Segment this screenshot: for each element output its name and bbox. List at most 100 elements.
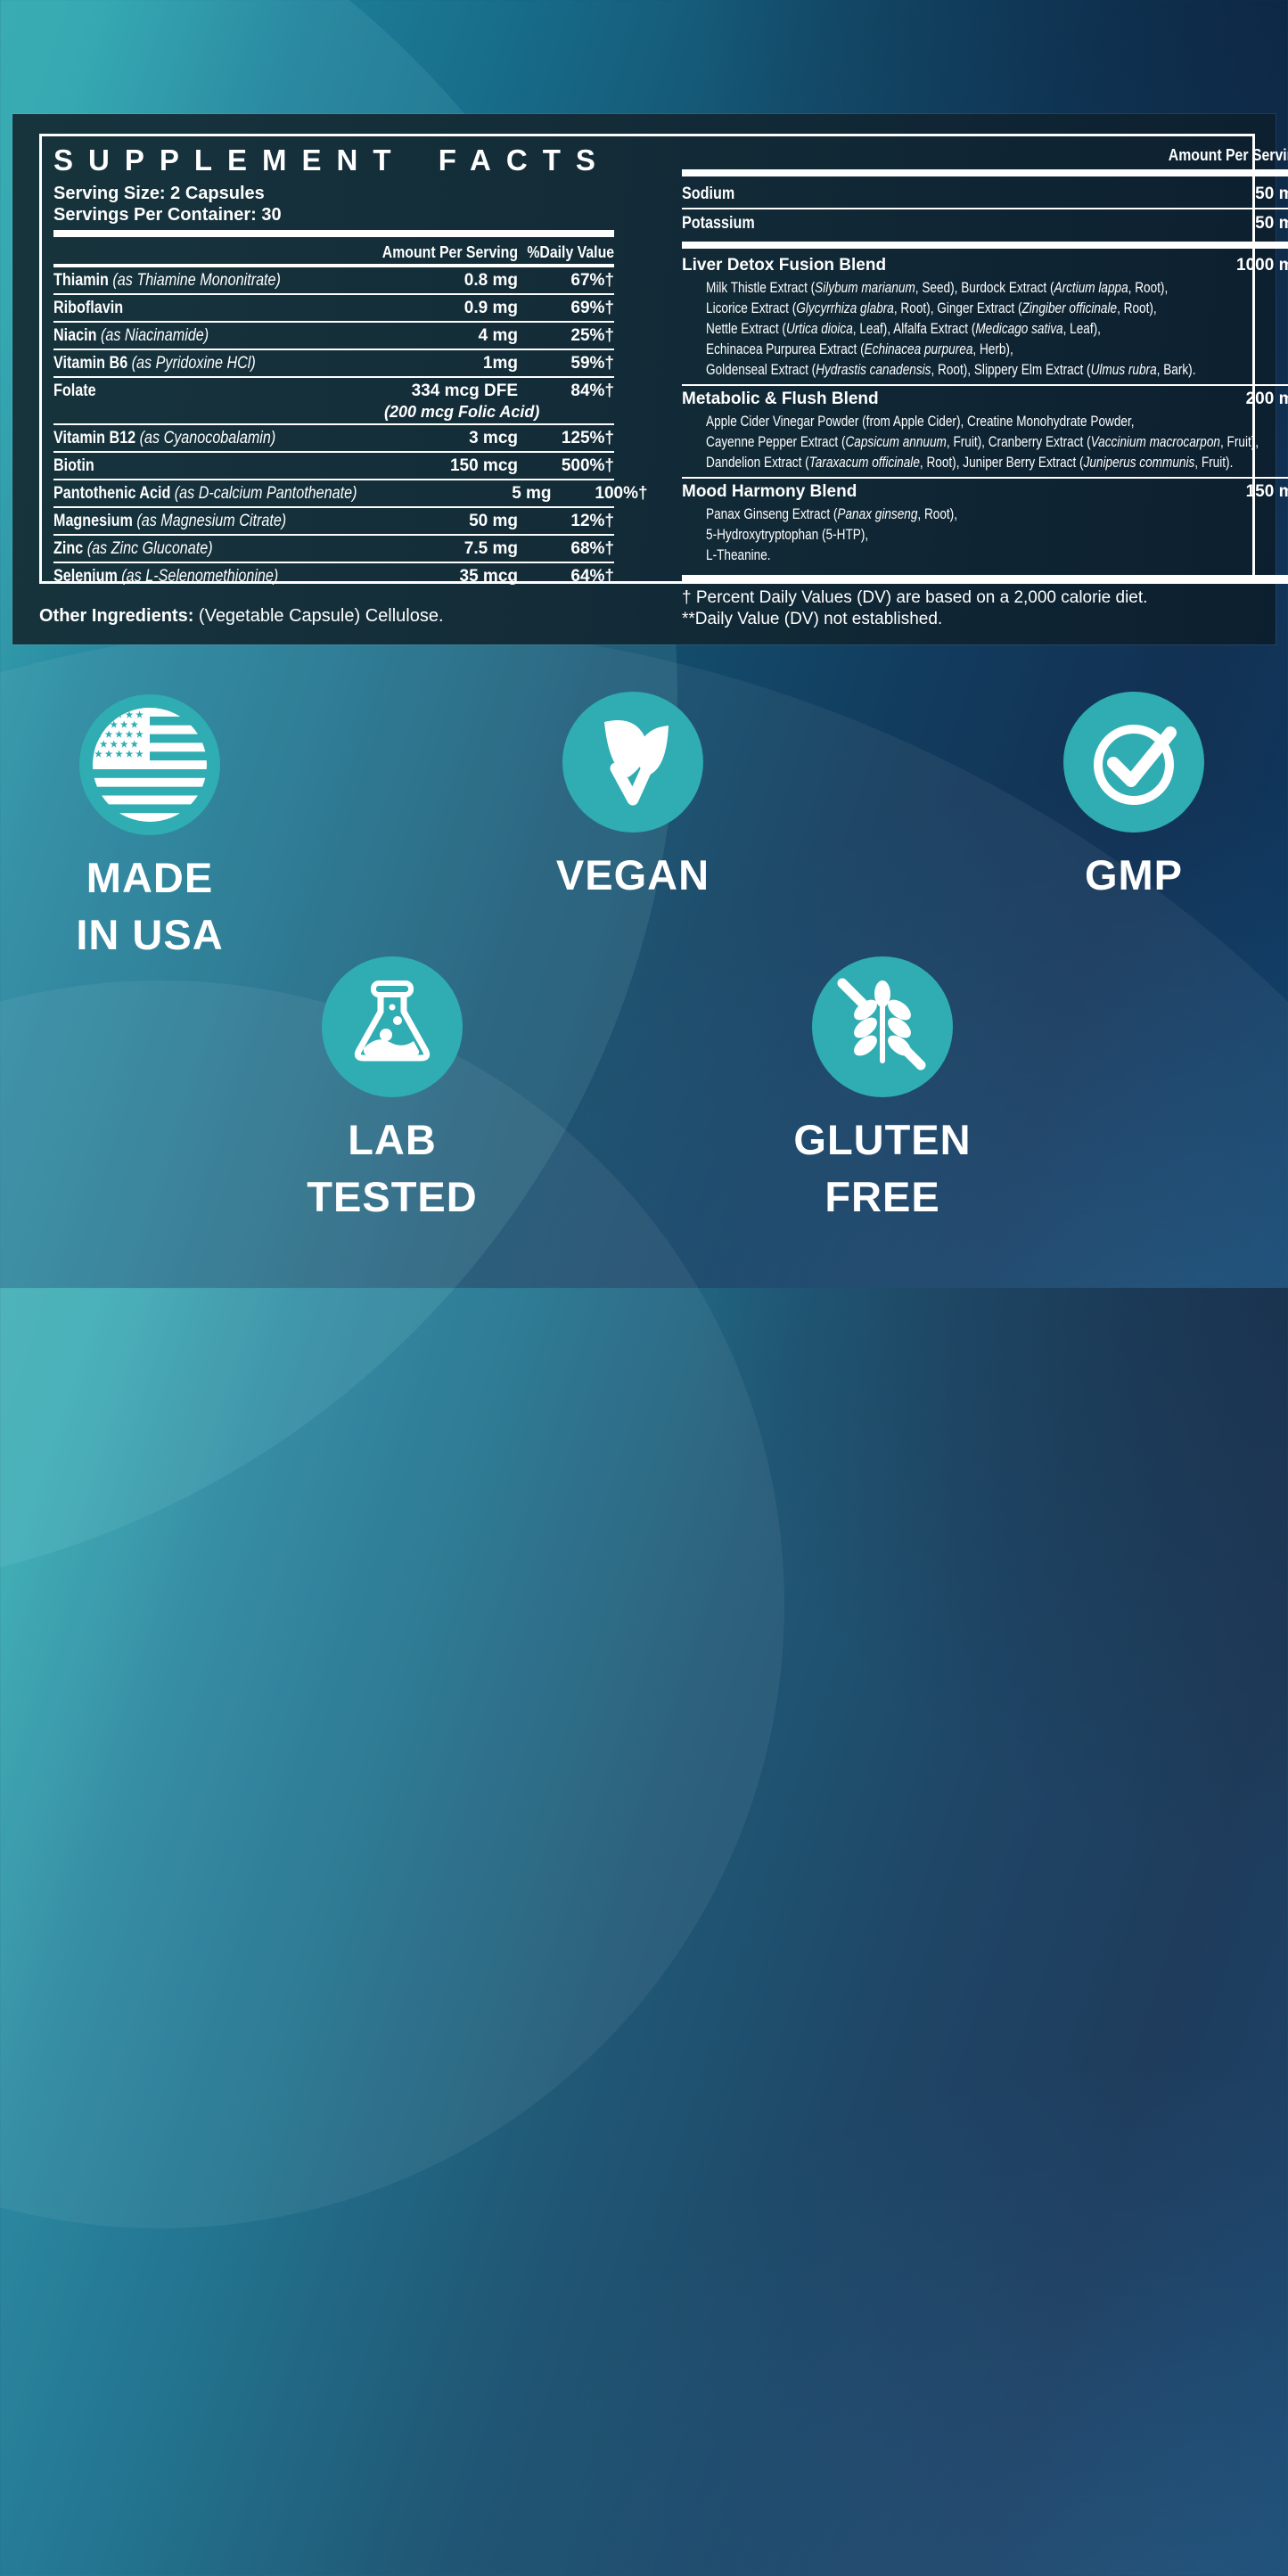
- blend-ingredients-line: Milk Thistle Extract (Silybum marianum, …: [706, 279, 1169, 296]
- blend-ingredients: Panax Ginseng Extract (Panax ginseng, Ro…: [682, 504, 1288, 565]
- amount-value: 4 mg: [478, 326, 518, 345]
- nutrient-source: (as Zinc Gluconate): [86, 539, 213, 558]
- mineral-name: Potassium: [682, 214, 755, 233]
- nutrient-name: Vitamin B6: [53, 354, 128, 373]
- nutrient-daily-value: 25%†: [570, 326, 614, 345]
- badge-made-in-usa: MADE IN USA: [0, 694, 310, 964]
- amount-value: 3 mcg: [469, 429, 518, 447]
- nutrient-amount: 0.8 mg: [384, 270, 518, 291]
- badge-lab-tested: LAB TESTED: [232, 956, 553, 1226]
- nutrient-source: (as Niacinamide): [100, 326, 209, 345]
- badge-label-line: MADE: [86, 854, 214, 901]
- divider-bar: [682, 242, 1288, 249]
- blend-ingredients-line: Dandelion Extract (Taraxacum officinale,…: [706, 454, 1234, 471]
- facts-box: SUPPLEMENT FACTS Serving Size: 2 Capsule…: [39, 134, 1288, 628]
- nutrient-name-cell: Vitamin B6 (as Pyridoxine HCl): [53, 353, 383, 374]
- other-ingredients-text: (Vegetable Capsule) Cellulose.: [193, 606, 444, 626]
- nutrient-daily-value: 100%†: [595, 484, 648, 503]
- nutrient-daily-value: 12%†: [570, 512, 614, 530]
- badge-label-line: TESTED: [307, 1173, 478, 1220]
- nutrient-name-cell: Thiamin (as Thiamine Mononitrate): [53, 270, 383, 291]
- nutrient-source: (as D-calcium Pantothenate): [174, 484, 357, 503]
- servings-per-container: Servings Per Container: 30: [53, 205, 282, 225]
- panel-title: SUPPLEMENT FACTS: [53, 144, 611, 176]
- nutrient-row: Zinc (as Zinc Gluconate) 7.5 mg 68%†: [53, 536, 614, 563]
- daily-value-header: %Daily Value: [527, 243, 614, 261]
- badge-vegan: VEGAN: [472, 692, 793, 904]
- mineral-amount: 50 mg: [1255, 185, 1288, 203]
- nutrient-amount: 1mg: [384, 353, 518, 374]
- nutrient-name: Selenium: [53, 567, 118, 586]
- nutrient-name-cell: Pantothenic Acid (as D-calcium Pantothen…: [53, 483, 418, 505]
- blend-name: Mood Harmony Blend: [682, 482, 857, 501]
- nutrient-name: Biotin: [53, 456, 94, 475]
- facts-right-column: Amount Per Serving %Daily Value Sodium 50…: [644, 136, 1288, 628]
- nutrient-name: Pantothenic Acid: [53, 484, 171, 503]
- badge-label-line: GMP: [1084, 851, 1184, 898]
- mineral-name: Sodium: [682, 185, 735, 203]
- nutrient-amount: 5 mg: [418, 483, 551, 505]
- amount-per-serving-header: Amount Per Serving: [381, 243, 518, 261]
- amount-value: 334 mcg DFE: [411, 381, 518, 400]
- nutrient-name-cell: Folate: [53, 381, 383, 402]
- nutrient-amount: 3 mcg: [384, 428, 518, 449]
- badge-label: VEGAN: [556, 847, 710, 904]
- serving-size: Serving Size: 2 Capsules: [53, 184, 265, 203]
- nutrient-daily-value: 500%†: [561, 456, 614, 475]
- nutrient-name-cell: Selenium (as L-Selenomethionine): [53, 566, 383, 587]
- badge-label: GLUTEN FREE: [793, 1112, 971, 1226]
- divider-bar: [53, 264, 614, 267]
- blend-ingredients: Milk Thistle Extract (Silybum marianum, …: [682, 277, 1288, 380]
- nutrient-rows: Thiamin (as Thiamine Mononitrate) 0.8 mg 6…: [53, 267, 648, 589]
- footnote-daily-values: † Percent Daily Values (DV) are based on…: [682, 588, 1148, 607]
- other-ingredients: Other Ingredients: (Vegetable Capsule) C…: [39, 606, 444, 627]
- nutrient-name: Niacin: [53, 326, 97, 345]
- blend-ingredients: Apple Cider Vinegar Powder (from Apple C…: [682, 411, 1288, 472]
- lab-flask-icon: [322, 956, 463, 1097]
- facts-left-column: SUPPLEMENT FACTS Serving Size: 2 Capsule…: [42, 136, 648, 586]
- nutrient-row: Niacin (as Niacinamide) 4 mg 25%†: [53, 323, 614, 350]
- nutrient-row: Pantothenic Acid (as D-calcium Pantothen…: [53, 480, 648, 508]
- badge-label-line: IN USA: [76, 911, 224, 958]
- badge-label-line: LAB: [348, 1116, 437, 1163]
- nutrient-name: Zinc: [53, 539, 84, 558]
- nutrient-name-cell: Biotin: [53, 455, 383, 477]
- nutrient-amount: 334 mcg DFE (200 mcg Folic Acid): [384, 381, 539, 422]
- amount-value: 7.5 mg: [464, 539, 518, 558]
- nutrient-source: (as L-Selenomethionine): [121, 567, 279, 586]
- blend-name: Liver Detox Fusion Blend: [682, 256, 887, 275]
- blend-ingredients-line: Cayenne Pepper Extract (Capsicum annuum,…: [706, 433, 1259, 450]
- nutrient-daily-value: 84%†: [570, 381, 614, 400]
- footnote-not-established: **Daily Value (DV) not established.: [682, 610, 943, 628]
- gluten-free-wheat-icon: [812, 956, 953, 1097]
- amount-value: 50 mg: [469, 512, 518, 530]
- nutrient-amount: 35 mcg: [384, 566, 518, 587]
- nutrient-row: Selenium (as L-Selenomethionine) 35 mcg 64…: [53, 563, 614, 589]
- blend-ingredients-line: Echinacea Purpurea Extract (Echinacea pu…: [706, 340, 1013, 357]
- blend-amount: 1000 mg: [1236, 256, 1288, 275]
- nutrient-row: Riboflavin 0.9 mg 69%†: [53, 295, 614, 323]
- nutrient-daily-value: 68%†: [570, 539, 614, 558]
- nutrient-amount: 150 mcg: [384, 455, 518, 477]
- usa-flag-icon: [79, 694, 220, 835]
- nutrient-row: Folate 334 mcg DFE (200 mcg Folic Acid) 84%…: [53, 378, 614, 425]
- nutrient-source: (as Magnesium Citrate): [136, 512, 287, 530]
- nutrient-source: (as Pyridoxine HCl): [131, 354, 256, 373]
- mineral-amount: 50 mg: [1255, 214, 1288, 233]
- nutrient-row: Vitamin B6 (as Pyridoxine HCl) 1mg 59%†: [53, 350, 614, 378]
- badge-label: LAB TESTED: [307, 1112, 477, 1226]
- amount-per-serving-header: Amount Per Serving: [1168, 146, 1288, 164]
- nutrient-amount: 0.9 mg: [384, 298, 518, 319]
- column-headers-right: Amount Per Serving %Daily Value: [682, 144, 1288, 165]
- nutrient-amount: 7.5 mg: [384, 538, 518, 560]
- blend-ingredients-line: Nettle Extract (Urtica dioica, Leaf), Al…: [706, 320, 1101, 337]
- amount-value: 150 mcg: [449, 456, 518, 475]
- nutrient-name-cell: Zinc (as Zinc Gluconate): [53, 538, 383, 560]
- nutrient-row: Vitamin B12 (as Cyanocobalamin) 3 mcg 125%…: [53, 425, 614, 453]
